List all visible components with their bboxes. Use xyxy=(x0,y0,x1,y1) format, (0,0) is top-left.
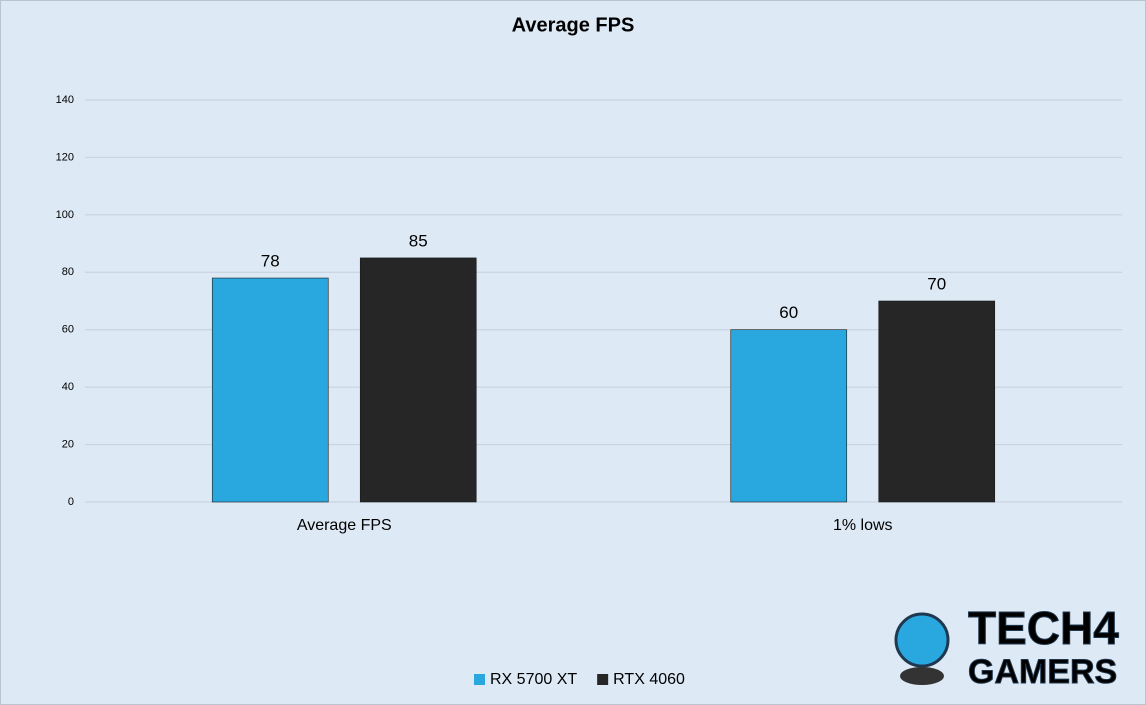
value-label: 60 xyxy=(779,303,798,322)
y-tick-label: 60 xyxy=(62,324,74,336)
logo-icon xyxy=(894,612,950,668)
bar xyxy=(730,329,848,503)
value-label: 78 xyxy=(261,252,280,271)
y-tick-label: 20 xyxy=(62,438,74,450)
bar xyxy=(211,277,329,503)
x-tick-label: 1% lows xyxy=(833,517,893,534)
y-tick-label: 140 xyxy=(56,94,74,106)
y-tick-label: 40 xyxy=(62,381,74,393)
legend-label: RTX 4060 xyxy=(613,671,685,688)
legend-swatch xyxy=(474,674,485,685)
value-label: 85 xyxy=(409,231,428,250)
y-tick-label: 0 xyxy=(68,496,74,508)
y-tick-label: 120 xyxy=(56,151,74,163)
value-label: 70 xyxy=(927,274,946,293)
logo-text: TECH4 xyxy=(968,602,1119,654)
bar xyxy=(878,300,996,503)
bar xyxy=(359,257,477,503)
logo-base xyxy=(900,667,944,685)
x-tick-label: Average FPS xyxy=(297,517,392,534)
y-tick-label: 100 xyxy=(56,209,74,221)
logo-text: GAMERS xyxy=(968,653,1117,691)
chart-title: Average FPS xyxy=(512,14,635,36)
legend-swatch xyxy=(597,674,609,685)
y-tick-label: 80 xyxy=(62,266,74,278)
legend-label: RX 5700 XT xyxy=(490,671,577,688)
